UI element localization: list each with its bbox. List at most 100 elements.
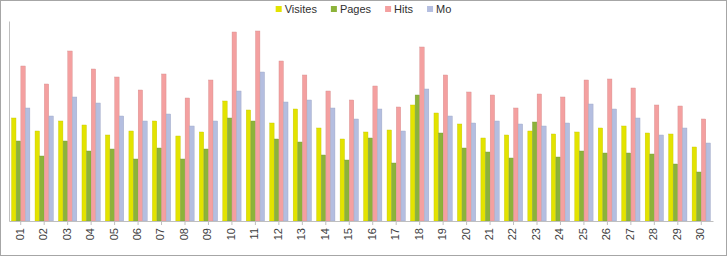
legend-swatch [331,6,337,12]
bar [673,164,677,221]
bar [481,138,485,221]
bar [608,79,612,221]
bar [443,75,447,221]
bar [138,90,142,221]
bar [645,133,649,221]
bar [424,89,428,221]
bar [462,148,466,221]
x-tick-mark [231,221,232,225]
bar [509,158,513,221]
x-tick-label: 27 [624,228,636,240]
x-tick: 20 [460,221,472,240]
x-tick-mark [161,221,162,225]
bar [91,69,95,221]
x-tick: 26 [600,221,612,240]
x-tick: 19 [436,221,448,240]
bar [209,80,213,221]
x-tick: 06 [131,221,143,240]
x-tick: 11 [248,221,260,239]
bar [326,91,330,221]
bar [16,141,20,221]
x-tick-label: 09 [201,228,213,240]
bar [411,105,415,221]
bar [565,123,569,221]
x-tick-label: 11 [248,228,260,239]
bar [401,131,405,221]
bar [457,124,461,221]
legend-label: Pages [340,3,372,15]
x-tick-mark [349,221,350,225]
x-tick-label: 29 [671,228,683,240]
x-tick: 10 [225,221,237,240]
bar [105,135,109,221]
bar [321,155,325,221]
series-bars [12,101,697,221]
bar [486,152,490,221]
bar [504,135,508,221]
x-tick: 16 [366,221,378,240]
bar [110,149,114,221]
x-tick-mark [114,221,115,225]
x-tick-label: 02 [37,228,49,240]
bar [166,114,170,221]
x-tick-label: 14 [319,228,331,240]
x-tick-label: 17 [389,228,401,240]
x-tick-label: 01 [14,228,26,240]
bar [152,121,156,221]
bar [279,61,283,221]
legend-label: Visites [285,3,318,15]
x-tick-label: 22 [506,228,518,240]
x-tick: 01 [14,221,26,240]
bar [68,51,72,221]
x-tick-label: 25 [577,228,589,240]
bars [12,31,711,221]
x-tick-mark [537,221,538,225]
x-tick-mark [419,221,420,225]
legend-label: Mo [436,3,451,15]
bar [63,141,67,221]
bar [340,139,344,221]
legend-swatch [276,6,282,12]
bar [59,121,63,221]
bar [697,172,701,221]
bar [589,104,593,221]
bar [237,91,241,221]
bar [514,108,518,221]
x-tick-label: 13 [295,228,307,240]
x-axis: 0102030405060708091011121314151617181920… [10,221,714,240]
bar [157,148,161,221]
bar [204,149,208,221]
bar [349,100,353,221]
x-tick: 15 [342,221,354,240]
bar [270,123,274,221]
bar [612,109,616,221]
bar [387,130,391,221]
bar [251,121,255,221]
legend-item: Hits [385,3,413,15]
x-tick: 04 [84,221,96,240]
x-tick: 24 [553,221,565,240]
legend-label: Hits [394,3,413,15]
bar [692,147,696,221]
legend-item: Mo [427,3,451,15]
x-tick: 14 [319,221,331,240]
x-tick-mark [560,221,561,225]
x-tick-label: 23 [530,228,542,240]
x-tick-mark [677,221,678,225]
bar [434,113,438,221]
chart-frame [1,1,727,256]
x-tick-label: 26 [600,228,612,240]
x-tick: 27 [624,221,636,240]
bar [626,153,630,221]
y-axis-line [9,22,10,222]
x-tick-mark [490,221,491,225]
bar [190,126,194,221]
x-tick-label: 20 [460,228,472,240]
bar [129,131,133,221]
bar [373,86,377,221]
x-tick-mark [466,221,467,225]
bar [598,128,602,221]
x-tick: 25 [577,221,589,240]
bar [12,118,16,221]
bar [584,80,588,221]
